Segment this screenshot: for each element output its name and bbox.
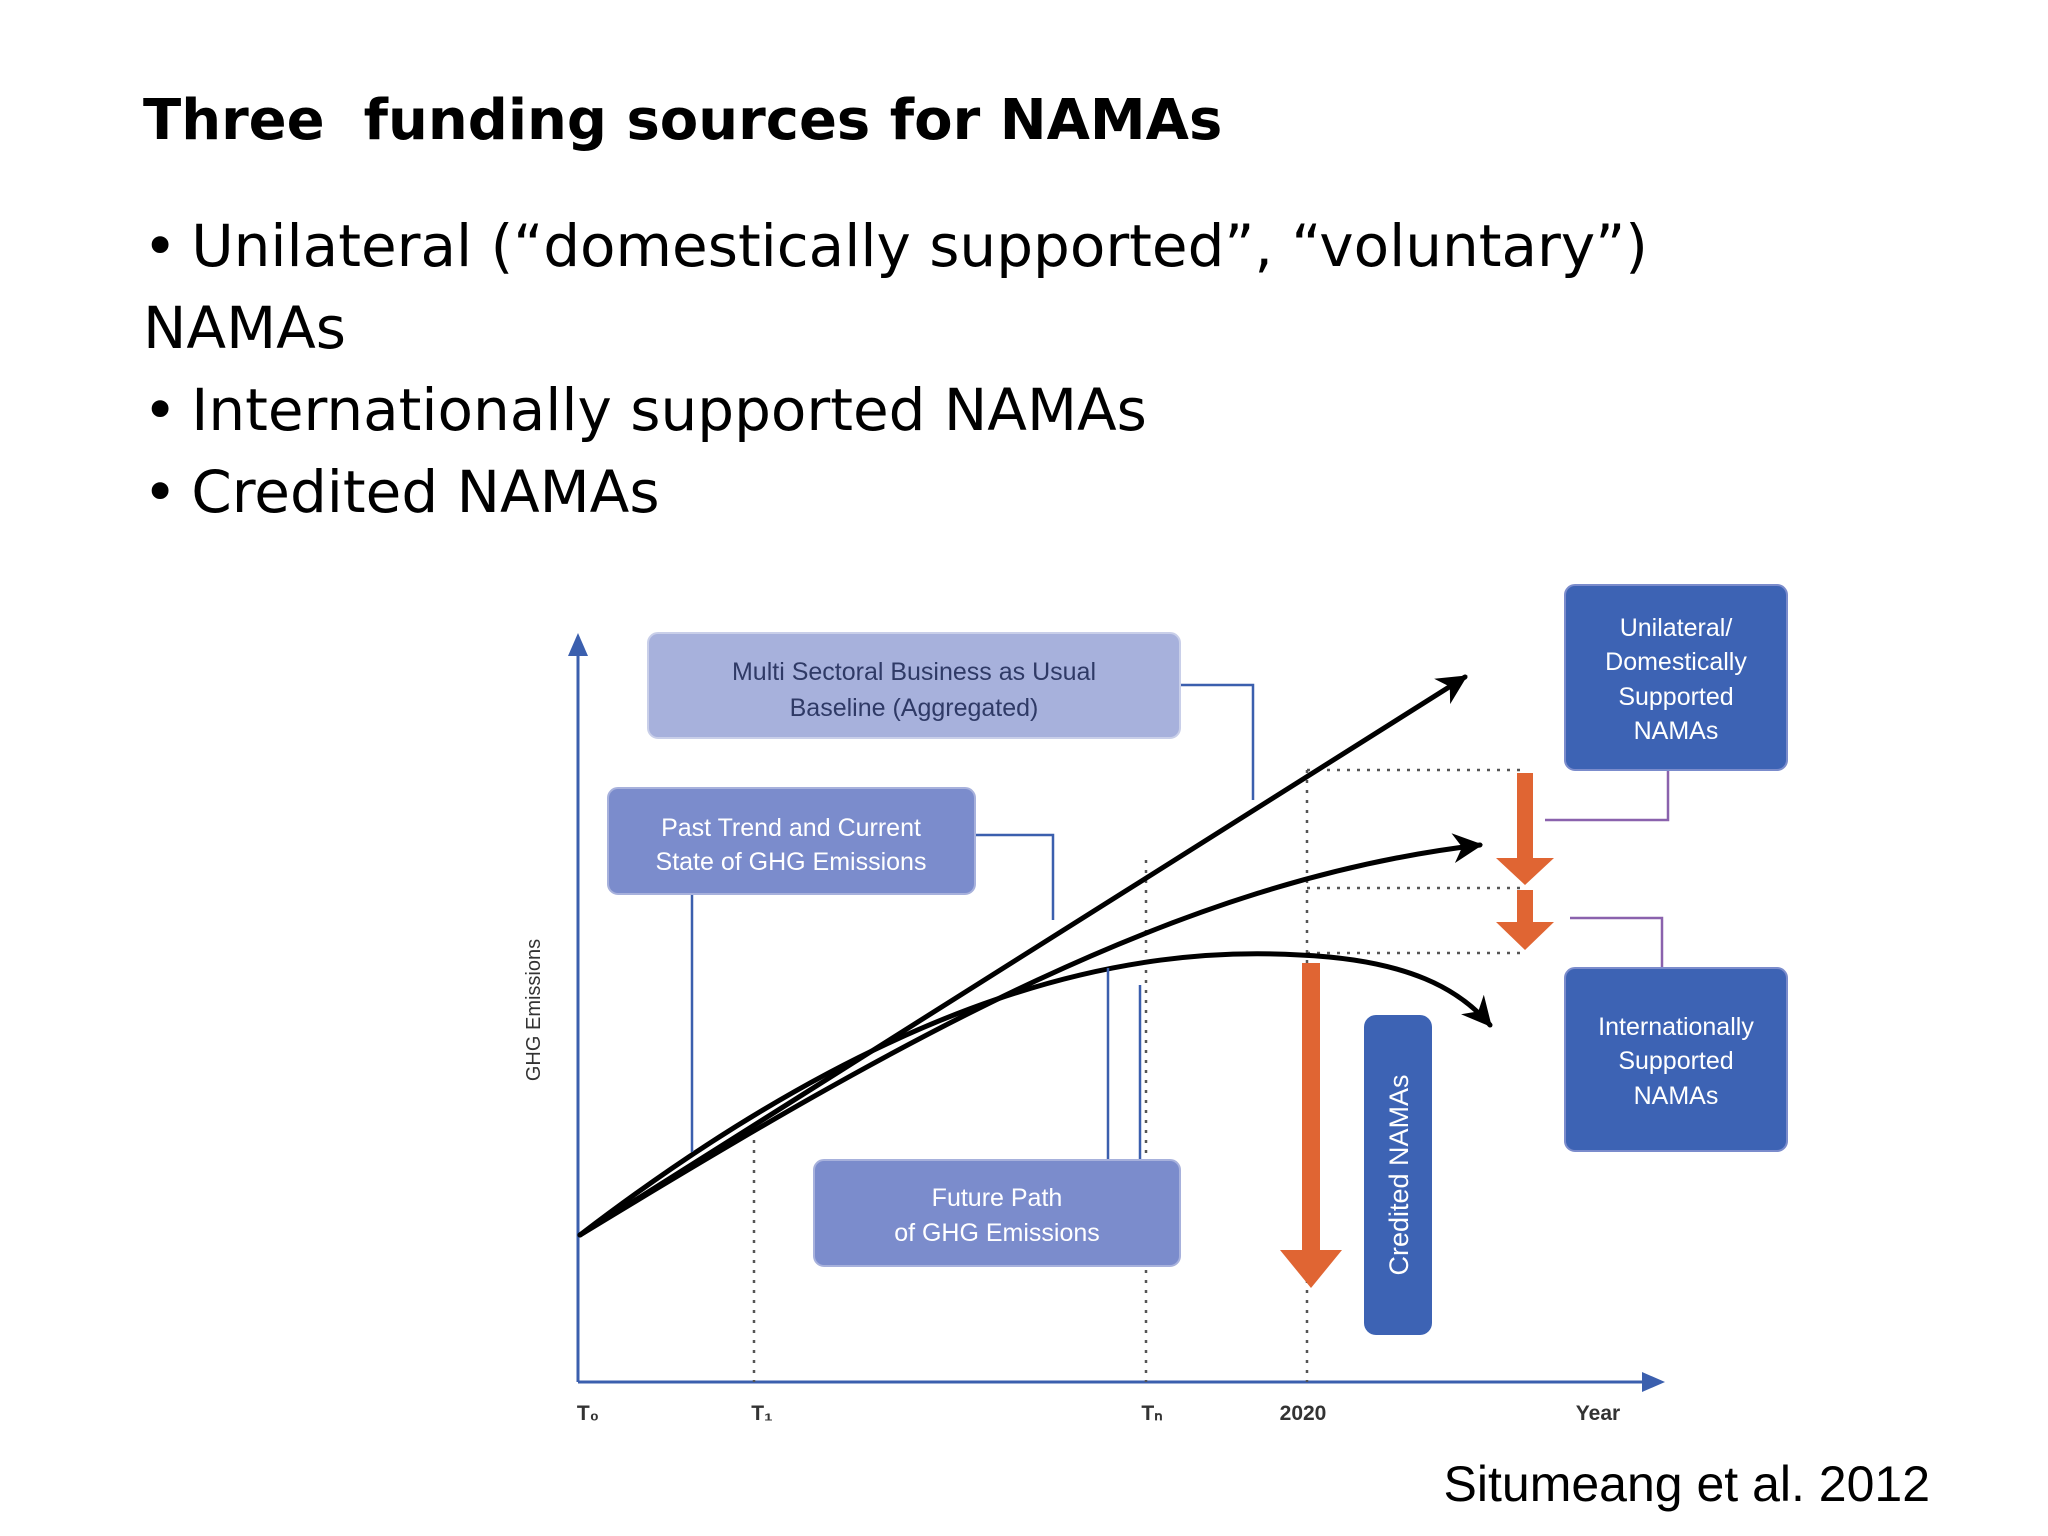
y-axis-label: GHG Emissions xyxy=(523,939,545,1081)
reduction-arrows xyxy=(1280,773,1554,1288)
connectors xyxy=(690,683,1255,1175)
box-international-line-3: NAMAs xyxy=(1634,1082,1719,1110)
bullet-item-credited: • Credited NAMAs xyxy=(143,451,1743,533)
bullet-icon: • xyxy=(143,376,178,444)
box-unilateral-line-4: NAMAs xyxy=(1634,717,1719,745)
x-tick-t1: T₁ xyxy=(751,1402,773,1425)
past-trend-connector xyxy=(975,833,1055,920)
x-tick-2020: 2020 xyxy=(1280,1402,1327,1425)
slide-title: Three funding sources for NAMAs xyxy=(143,88,1223,153)
box-unilateral-line-3: Supported xyxy=(1618,683,1733,711)
international-curve xyxy=(577,951,1493,1238)
box-future-path-line-2: of GHG Emissions xyxy=(894,1219,1100,1247)
unilateral-curve xyxy=(577,833,1483,1238)
x-tick-tn: Tₙ xyxy=(1141,1402,1162,1425)
box-international: Internationally Supported NAMAs xyxy=(1564,967,1788,1152)
y-axis-arrow-icon xyxy=(568,633,588,656)
bullet-text: Internationally supported NAMAs xyxy=(191,376,1147,444)
box-international-line-2: Supported xyxy=(1618,1047,1733,1075)
box-future-path-bg xyxy=(813,1159,1181,1267)
box-unilateral-bg xyxy=(1564,584,1788,771)
box-baseline-bg xyxy=(647,632,1181,739)
box-unilateral-line-2: Domestically xyxy=(1605,648,1747,676)
x-ticks: T₀ T₁ Tₙ 2020 Year xyxy=(577,1402,1620,1425)
bullet-item-unilateral: • Unilateral (“domestically supported”, “… xyxy=(143,205,1743,369)
bullet-icon: • xyxy=(143,212,178,280)
box-unilateral-line-1: Unilateral/ xyxy=(1620,614,1733,642)
bullet-icon: • xyxy=(143,458,178,526)
x-tick-t0: T₀ xyxy=(577,1402,599,1425)
box-international-bg xyxy=(1564,967,1788,1152)
box-credited-bg xyxy=(1364,1015,1432,1335)
bullet-text: Unilateral (“domestically supported”, “v… xyxy=(143,212,1648,362)
x-axis-arrow-icon xyxy=(1642,1372,1665,1392)
citation: Situmeang et al. 2012 xyxy=(1443,1456,1930,1512)
baseline-connector xyxy=(1180,683,1255,800)
axes xyxy=(568,633,1665,1392)
unilateral-reduction-arrow-icon xyxy=(1496,773,1554,885)
x-tick-year: Year xyxy=(1576,1402,1620,1425)
box-past-trend-line-2: State of GHG Emissions xyxy=(656,848,927,876)
emission-curves xyxy=(577,674,1493,1238)
bullet-item-international: • Internationally supported NAMAs xyxy=(143,369,1743,451)
bullet-text: Credited NAMAs xyxy=(191,458,660,526)
box-past-trend-bg xyxy=(607,787,976,895)
international-connector xyxy=(1570,916,1664,968)
unilateral-connector xyxy=(1545,768,1670,822)
bullet-list: • Unilateral (“domestically supported”, “… xyxy=(143,205,1743,533)
box-past-trend-line-1: Past Trend and Current xyxy=(661,814,921,842)
credited-reduction-arrow-icon xyxy=(1280,963,1342,1288)
box-future-path-line-1: Future Path xyxy=(932,1184,1063,1212)
box-credited-label: Credited NAMAs xyxy=(1384,1074,1414,1275)
box-baseline: Multi Sectoral Business as Usual Baselin… xyxy=(647,632,1181,739)
box-unilateral: Unilateral/ Domestically Supported NAMAs xyxy=(1564,584,1788,771)
box-international-line-1: Internationally xyxy=(1598,1013,1754,1041)
box-baseline-line-2: Baseline (Aggregated) xyxy=(790,694,1039,722)
purple-connectors xyxy=(1545,768,1670,968)
box-future-path: Future Path of GHG Emissions xyxy=(813,1159,1181,1267)
bau-curve xyxy=(577,674,1468,1238)
box-credited: Credited NAMAs xyxy=(1364,1015,1432,1335)
box-past-trend: Past Trend and Current State of GHG Emis… xyxy=(607,787,976,895)
box-baseline-line-1: Multi Sectoral Business as Usual xyxy=(732,658,1096,686)
international-reduction-arrow-icon xyxy=(1496,890,1554,950)
